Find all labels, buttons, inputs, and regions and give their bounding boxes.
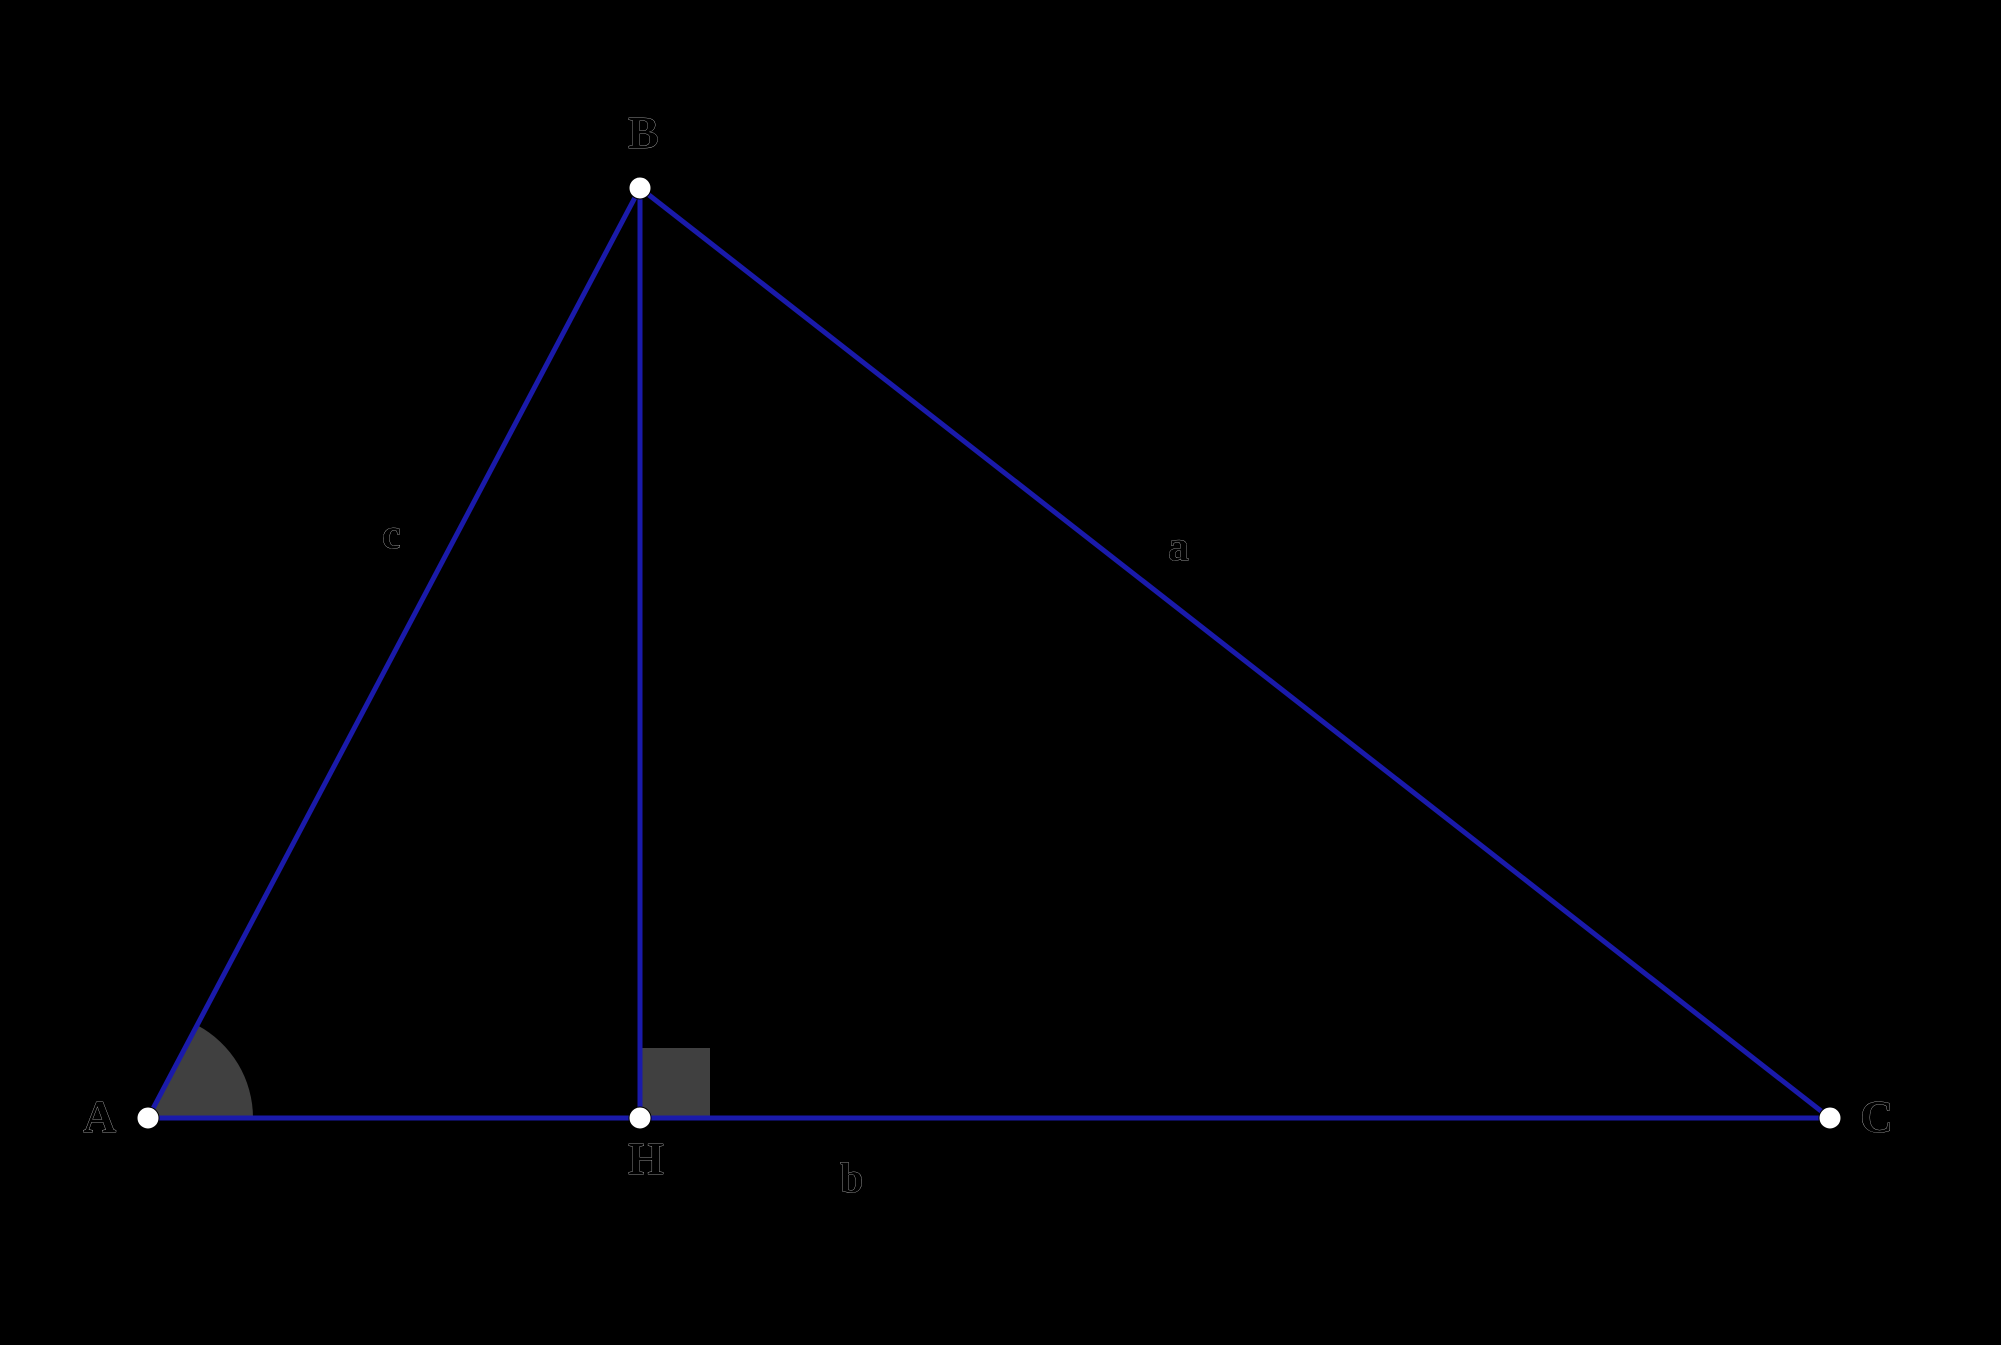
label-edge-AB: c [382,512,401,558]
label-vertex-H: H [628,1133,664,1184]
label-edge-AC: b [840,1156,863,1202]
vertex-C [1819,1107,1841,1129]
angle-marker-A [148,1025,253,1118]
edge-AB [148,188,640,1118]
right-angle-marker-H [640,1048,710,1118]
label-vertex-A: A [83,1091,116,1142]
vertex-A [137,1107,159,1129]
vertex-B [629,177,651,199]
label-edge-BC: a [1168,524,1189,570]
vertex-H [629,1107,651,1129]
triangle-diagram: A B C Hc a b [0,0,2001,1345]
label-vertex-B: B [628,107,659,158]
edge-BC [640,188,1830,1118]
label-vertex-C: C [1860,1091,1893,1142]
